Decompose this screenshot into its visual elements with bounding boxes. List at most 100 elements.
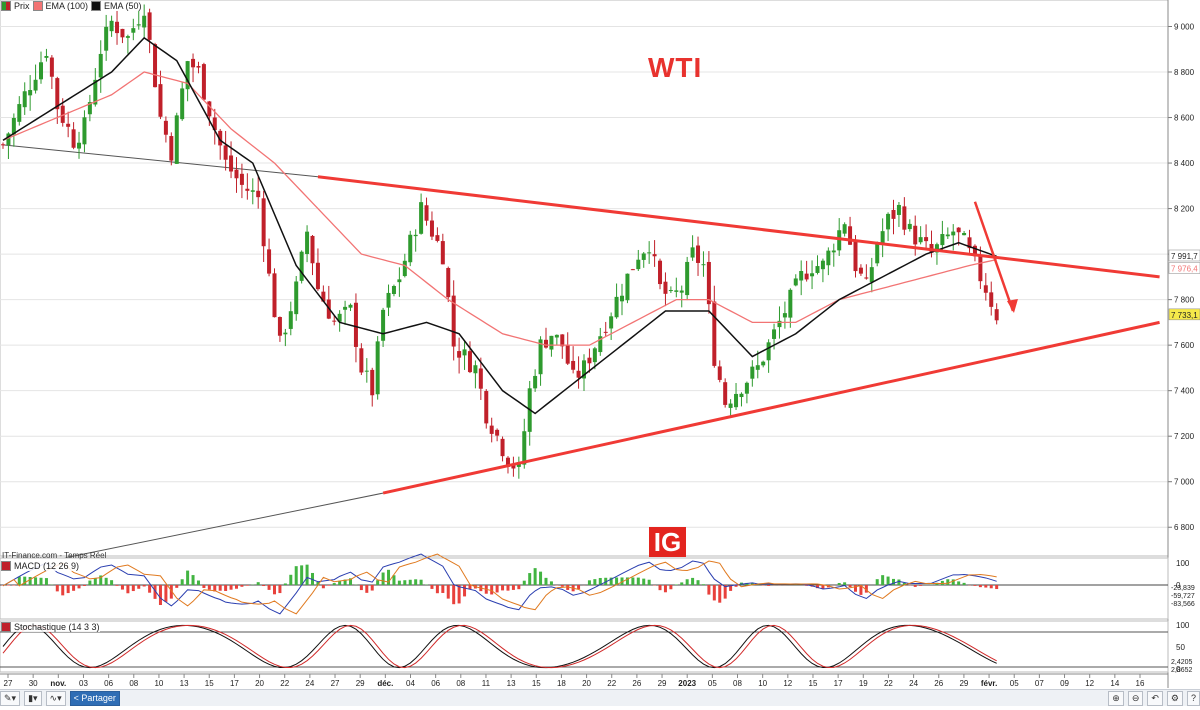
- candle-body: [853, 241, 857, 271]
- candle-body: [126, 36, 130, 38]
- candle-body: [892, 210, 896, 219]
- candle-body: [425, 205, 429, 220]
- macd-bar: [132, 585, 135, 591]
- share-label: Partager: [81, 693, 116, 703]
- candle-body: [549, 336, 553, 350]
- macd-bar: [914, 585, 917, 587]
- draw-tool-icon[interactable]: ✎▾: [0, 691, 20, 706]
- macd-bar: [463, 585, 466, 596]
- candle-body: [636, 260, 640, 269]
- macd-swatch-icon: [1, 561, 11, 571]
- candle-body: [300, 252, 304, 281]
- zoom-out-icon[interactable]: ⊖: [1128, 691, 1144, 706]
- candle-body: [240, 174, 244, 185]
- macd-bar: [181, 579, 184, 585]
- candle-body: [788, 290, 792, 318]
- macd-bar: [648, 580, 651, 585]
- macd-bar: [34, 577, 37, 585]
- x-tick-label: 03: [79, 679, 88, 688]
- macd-bar: [72, 585, 75, 591]
- settings-icon[interactable]: ⚙: [1167, 691, 1183, 706]
- candle-body: [615, 297, 619, 317]
- candle-body: [859, 268, 863, 274]
- y-tick-label: 8 400: [1174, 159, 1195, 168]
- macd-bar: [219, 585, 222, 591]
- x-tick-label: 15: [809, 679, 818, 688]
- candle-body: [82, 117, 86, 144]
- macd-bar: [512, 585, 515, 590]
- zoom-in-icon[interactable]: ⊕: [1108, 691, 1124, 706]
- y-tick-label: 7 400: [1174, 387, 1195, 396]
- candle-body: [821, 261, 825, 269]
- candle-body: [696, 246, 700, 263]
- legend-stoch: Stochastique (14 3 3): [14, 622, 100, 632]
- candle-body: [430, 221, 434, 237]
- candle-body: [311, 236, 315, 263]
- macd-bar: [371, 585, 374, 591]
- macd-bar: [12, 585, 15, 586]
- macd-bar: [333, 583, 336, 585]
- stoch-tag: 2,4205: [1171, 659, 1193, 666]
- candle-body: [28, 90, 32, 95]
- candle-body: [767, 342, 771, 360]
- macd-bar: [376, 580, 379, 585]
- ema100-swatch-icon: [33, 1, 43, 11]
- candle-body: [66, 124, 70, 127]
- macd-bar: [257, 582, 260, 585]
- candle-body: [739, 394, 743, 397]
- candle-body: [77, 143, 81, 149]
- undo-icon[interactable]: ↶: [1147, 691, 1163, 706]
- candle-body: [761, 362, 765, 366]
- candle-body: [495, 430, 499, 436]
- price-frame: [0, 0, 1168, 556]
- legend-price: Prix: [14, 1, 30, 11]
- macd-bar: [284, 583, 287, 585]
- candle-body: [919, 237, 923, 242]
- x-tick-label: 13: [180, 679, 189, 688]
- candle-body: [620, 296, 624, 302]
- candle-body: [718, 366, 722, 379]
- chart-type-icon[interactable]: ▮▾: [24, 691, 41, 706]
- candle-body: [158, 84, 162, 117]
- candle-body: [544, 340, 548, 348]
- candle-body: [99, 54, 103, 77]
- macd-bar: [501, 585, 504, 590]
- macd-bar: [946, 579, 949, 585]
- share-button[interactable]: < Partager: [70, 691, 120, 706]
- macd-bar: [642, 579, 645, 585]
- macd-bar: [88, 581, 91, 585]
- macd-bar: [322, 585, 325, 588]
- macd-bar: [534, 568, 537, 585]
- candle-body: [750, 367, 754, 379]
- x-tick-label: déc.: [377, 679, 393, 688]
- macd-bar: [436, 585, 439, 593]
- candle-body: [799, 271, 803, 280]
- candle-body: [120, 29, 124, 37]
- x-tick-label: 14: [1110, 679, 1119, 688]
- candle-body: [365, 371, 369, 372]
- macd-bar: [148, 585, 151, 593]
- x-tick-label: 22: [280, 679, 289, 688]
- last-price-tag: 7 733,1: [1171, 311, 1198, 320]
- macd-legend: MACD (12 26 9): [1, 561, 79, 571]
- x-tick-label: 27: [4, 679, 13, 688]
- price-legend: Prix EMA (100) EMA (50): [1, 1, 142, 11]
- chart-toolbar: ✎▾ ▮▾ ∿▾ < Partager ⊕ ⊖ ↶ ⚙ ?: [0, 689, 1200, 706]
- indicator-icon[interactable]: ∿▾: [46, 691, 66, 706]
- macd-bar: [116, 585, 119, 586]
- candle-body: [669, 290, 673, 291]
- macd-bar: [278, 585, 281, 593]
- candle-body: [631, 269, 635, 270]
- help-icon[interactable]: ?: [1187, 691, 1200, 706]
- stoch-tag: 2,8652: [1171, 667, 1193, 674]
- candle-body: [44, 56, 48, 58]
- x-tick-label: 30: [29, 679, 38, 688]
- candle-body: [772, 329, 776, 339]
- x-tick-label: 20: [582, 679, 591, 688]
- macd-bar: [919, 585, 922, 586]
- macd-bar: [45, 578, 48, 585]
- candle-body: [886, 214, 890, 229]
- macd-bar: [78, 585, 81, 588]
- ema100-tag: 7 976,4: [1171, 264, 1198, 273]
- macd-bar: [327, 585, 330, 586]
